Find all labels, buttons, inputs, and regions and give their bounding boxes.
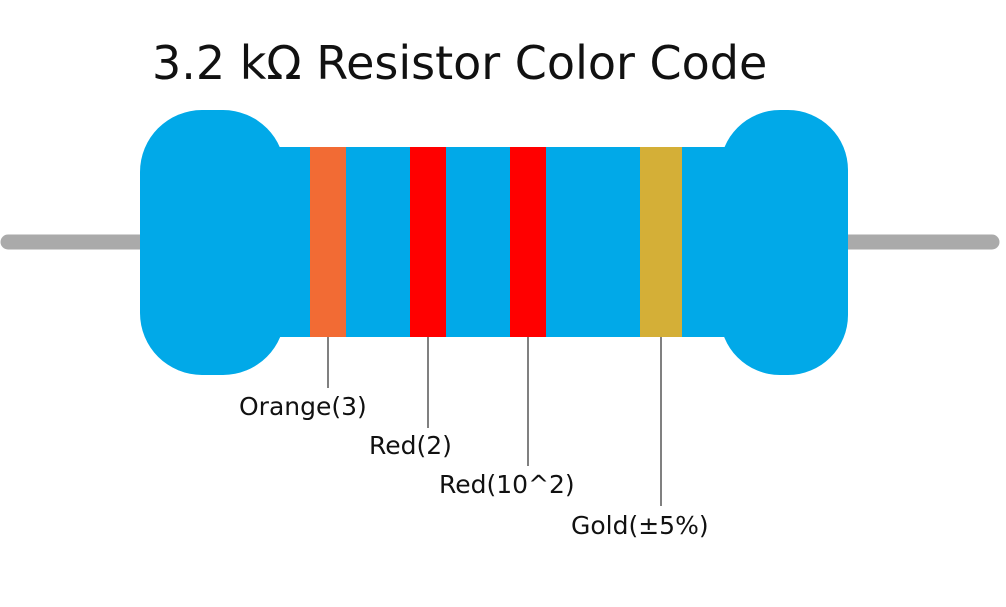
resistor-body [140,110,848,375]
band-label-3: Red(10^2) [439,470,575,499]
band-label-1: Orange(3) [239,392,367,421]
color-band-4 [640,147,682,337]
band-label-4: Gold(±5%) [571,511,709,540]
color-band-3 [510,147,546,337]
left-end-cap [140,110,285,375]
diagram-title: 3.2 kΩ Resistor Color Code [152,36,767,90]
color-band-2 [410,147,446,337]
band-label-2: Red(2) [369,431,452,460]
color-band-1 [310,147,346,337]
right-end-cap [720,110,848,375]
